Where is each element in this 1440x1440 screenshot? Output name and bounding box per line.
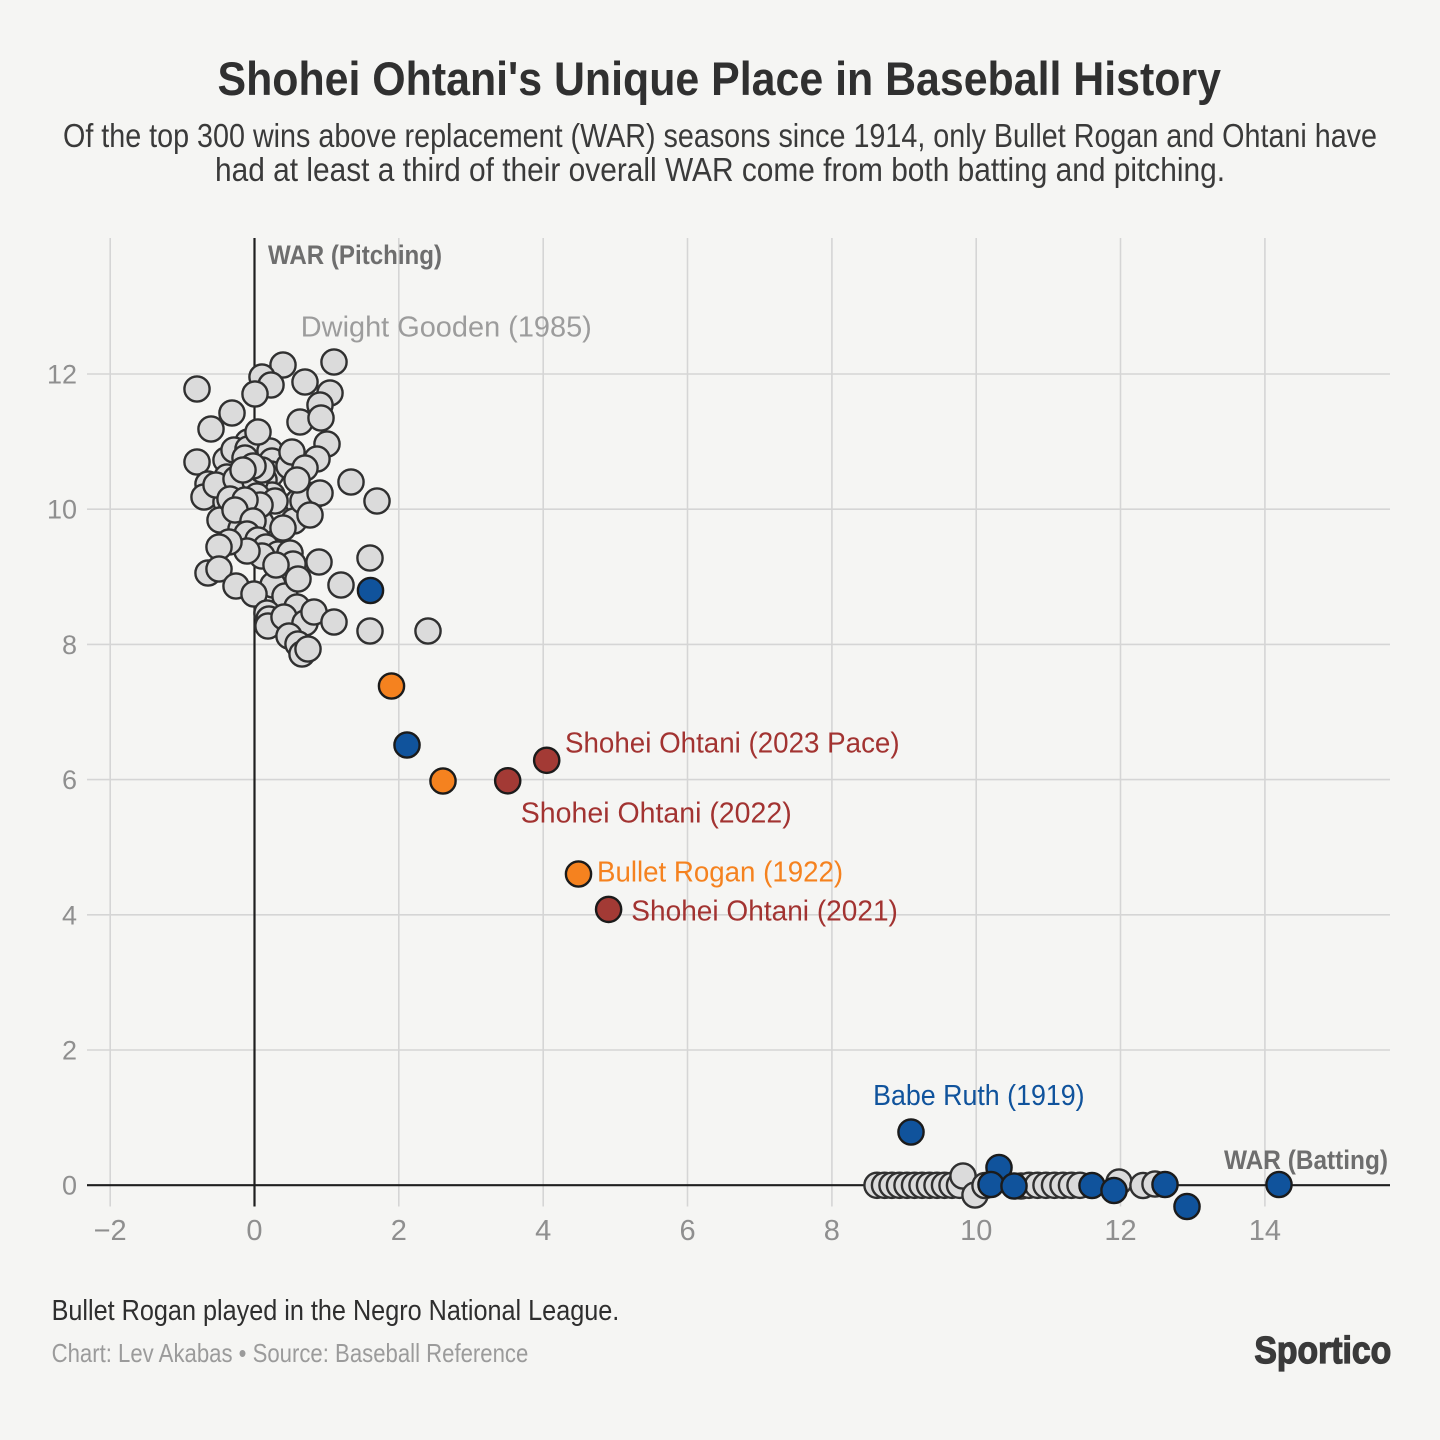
svg-text:2: 2 <box>62 1036 77 1066</box>
svg-text:2: 2 <box>391 1215 407 1247</box>
svg-text:Bullet Rogan (1922): Bullet Rogan (1922) <box>597 857 843 889</box>
svg-text:6: 6 <box>62 765 77 795</box>
svg-text:0: 0 <box>62 1171 77 1201</box>
svg-text:Dwight Gooden (1985): Dwight Gooden (1985) <box>301 312 592 344</box>
svg-text:Shohei Ohtani (2023 Pace): Shohei Ohtani (2023 Pace) <box>565 728 900 760</box>
svg-text:10: 10 <box>47 495 77 525</box>
svg-text:Chart: Lev Akabas • Source: Ba: Chart: Lev Akabas • Source: Baseball Ref… <box>52 1338 529 1368</box>
svg-text:Bullet Rogan played in the Neg: Bullet Rogan played in the Negro Nationa… <box>52 1295 620 1327</box>
svg-text:8: 8 <box>824 1215 840 1247</box>
svg-text:4: 4 <box>62 900 77 930</box>
svg-text:Shohei Ohtani (2022): Shohei Ohtani (2022) <box>521 798 792 830</box>
svg-text:Shohei Ohtani (2021): Shohei Ohtani (2021) <box>631 896 898 928</box>
svg-text:6: 6 <box>679 1215 695 1247</box>
svg-text:−2: −2 <box>94 1215 127 1247</box>
svg-text:Babe Ruth (1919): Babe Ruth (1919) <box>873 1080 1085 1112</box>
svg-text:Shohei Ohtani's Unique Place i: Shohei Ohtani's Unique Place in Baseball… <box>218 52 1222 105</box>
svg-text:4: 4 <box>535 1215 551 1247</box>
svg-text:Of the top 300 wins above repl: Of the top 300 wins above replacement (W… <box>63 117 1377 154</box>
svg-text:WAR (Batting): WAR (Batting) <box>1224 1145 1388 1175</box>
svg-text:8: 8 <box>62 630 77 660</box>
svg-text:Sportico: Sportico <box>1254 1330 1391 1372</box>
svg-text:WAR (Pitching): WAR (Pitching) <box>268 240 442 270</box>
svg-text:12: 12 <box>47 360 77 390</box>
svg-text:14: 14 <box>1249 1215 1281 1247</box>
svg-text:10: 10 <box>960 1215 992 1247</box>
svg-text:12: 12 <box>1104 1215 1136 1247</box>
svg-text:had at least a third of their: had at least a third of their overall WA… <box>215 151 1225 188</box>
svg-text:0: 0 <box>246 1215 262 1247</box>
